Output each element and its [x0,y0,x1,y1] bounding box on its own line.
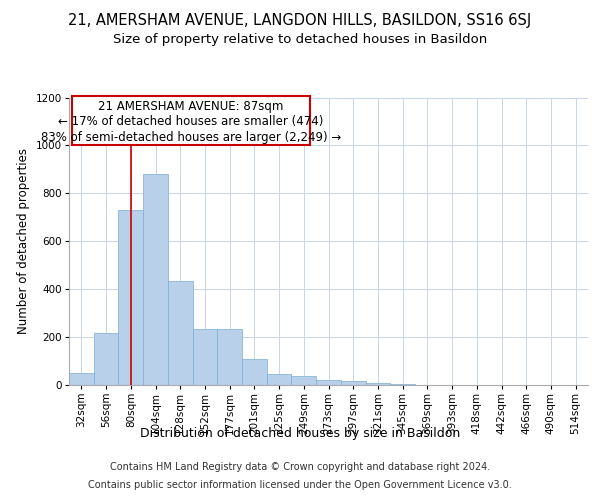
Bar [217,328,242,385]
Bar [193,328,217,385]
Text: Distribution of detached houses by size in Basildon: Distribution of detached houses by size … [140,428,460,440]
Bar [94,334,118,385]
Bar [242,358,267,385]
FancyBboxPatch shape [71,96,310,145]
Text: 21, AMERSHAM AVENUE, LANGDON HILLS, BASILDON, SS16 6SJ: 21, AMERSHAM AVENUE, LANGDON HILLS, BASI… [68,12,532,28]
Bar [341,381,365,385]
Text: Contains HM Land Registry data © Crown copyright and database right 2024.: Contains HM Land Registry data © Crown c… [110,462,490,472]
Bar [168,281,193,385]
Text: 21 AMERSHAM AVENUE: 87sqm: 21 AMERSHAM AVENUE: 87sqm [98,100,284,114]
Bar [267,374,292,385]
Bar [143,174,168,385]
Bar [69,372,94,385]
Text: Contains public sector information licensed under the Open Government Licence v3: Contains public sector information licen… [88,480,512,490]
Text: 83% of semi-detached houses are larger (2,249) →: 83% of semi-detached houses are larger (… [41,130,341,143]
Text: Size of property relative to detached houses in Basildon: Size of property relative to detached ho… [113,32,487,46]
Bar [365,383,390,385]
Bar [118,210,143,385]
Bar [390,384,415,385]
Bar [316,380,341,385]
Y-axis label: Number of detached properties: Number of detached properties [17,148,30,334]
Text: ← 17% of detached houses are smaller (474): ← 17% of detached houses are smaller (47… [58,115,323,128]
Bar [292,376,316,385]
